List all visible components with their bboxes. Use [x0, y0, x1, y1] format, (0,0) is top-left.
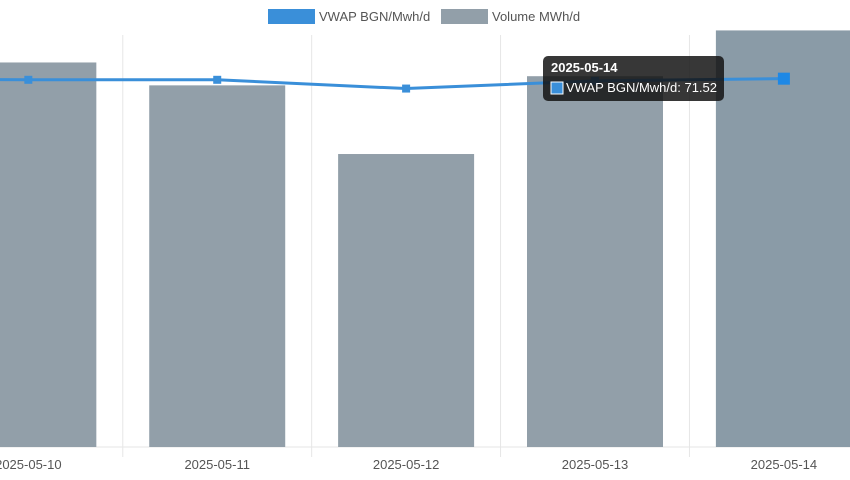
- legend: VWAP BGN/Mwh/d Volume MWh/d: [268, 9, 580, 24]
- legend-swatch-vwap[interactable]: [268, 9, 315, 24]
- tooltip: 2025-05-14 VWAP BGN/Mwh/d: 71.52: [543, 56, 724, 101]
- x-tick-label: 2025-05-14: [751, 457, 818, 472]
- legend-swatch-volume[interactable]: [441, 9, 488, 24]
- volume-bar[interactable]: [715, 30, 850, 448]
- x-tick-label: 2025-05-13: [562, 457, 629, 472]
- volume-bar[interactable]: [338, 154, 475, 447]
- tooltip-box: [543, 56, 724, 101]
- legend-label-vwap[interactable]: VWAP BGN/Mwh/d: [319, 9, 430, 24]
- x-tick-label: 2025-05-10: [0, 457, 62, 472]
- tooltip-swatch: [550, 81, 564, 95]
- volume-bar[interactable]: [149, 85, 286, 447]
- volume-bar[interactable]: [527, 76, 663, 447]
- legend-label-volume[interactable]: Volume MWh/d: [492, 9, 580, 24]
- volume-bar[interactable]: [0, 62, 97, 447]
- x-tick-label: 2025-05-12: [373, 457, 440, 472]
- vwap-point[interactable]: [213, 75, 222, 84]
- vwap-point[interactable]: [777, 72, 790, 85]
- x-tick-label: 2025-05-11: [184, 457, 250, 472]
- x-axis-ticks: 2025-05-092025-05-102025-05-112025-05-12…: [0, 457, 817, 472]
- vwap-point[interactable]: [402, 84, 411, 93]
- tooltip-label: VWAP BGN/Mwh/d: 71.52: [566, 80, 717, 95]
- vwap-point[interactable]: [24, 75, 33, 84]
- volume-bars: [0, 30, 850, 448]
- tooltip-title: 2025-05-14: [551, 60, 618, 75]
